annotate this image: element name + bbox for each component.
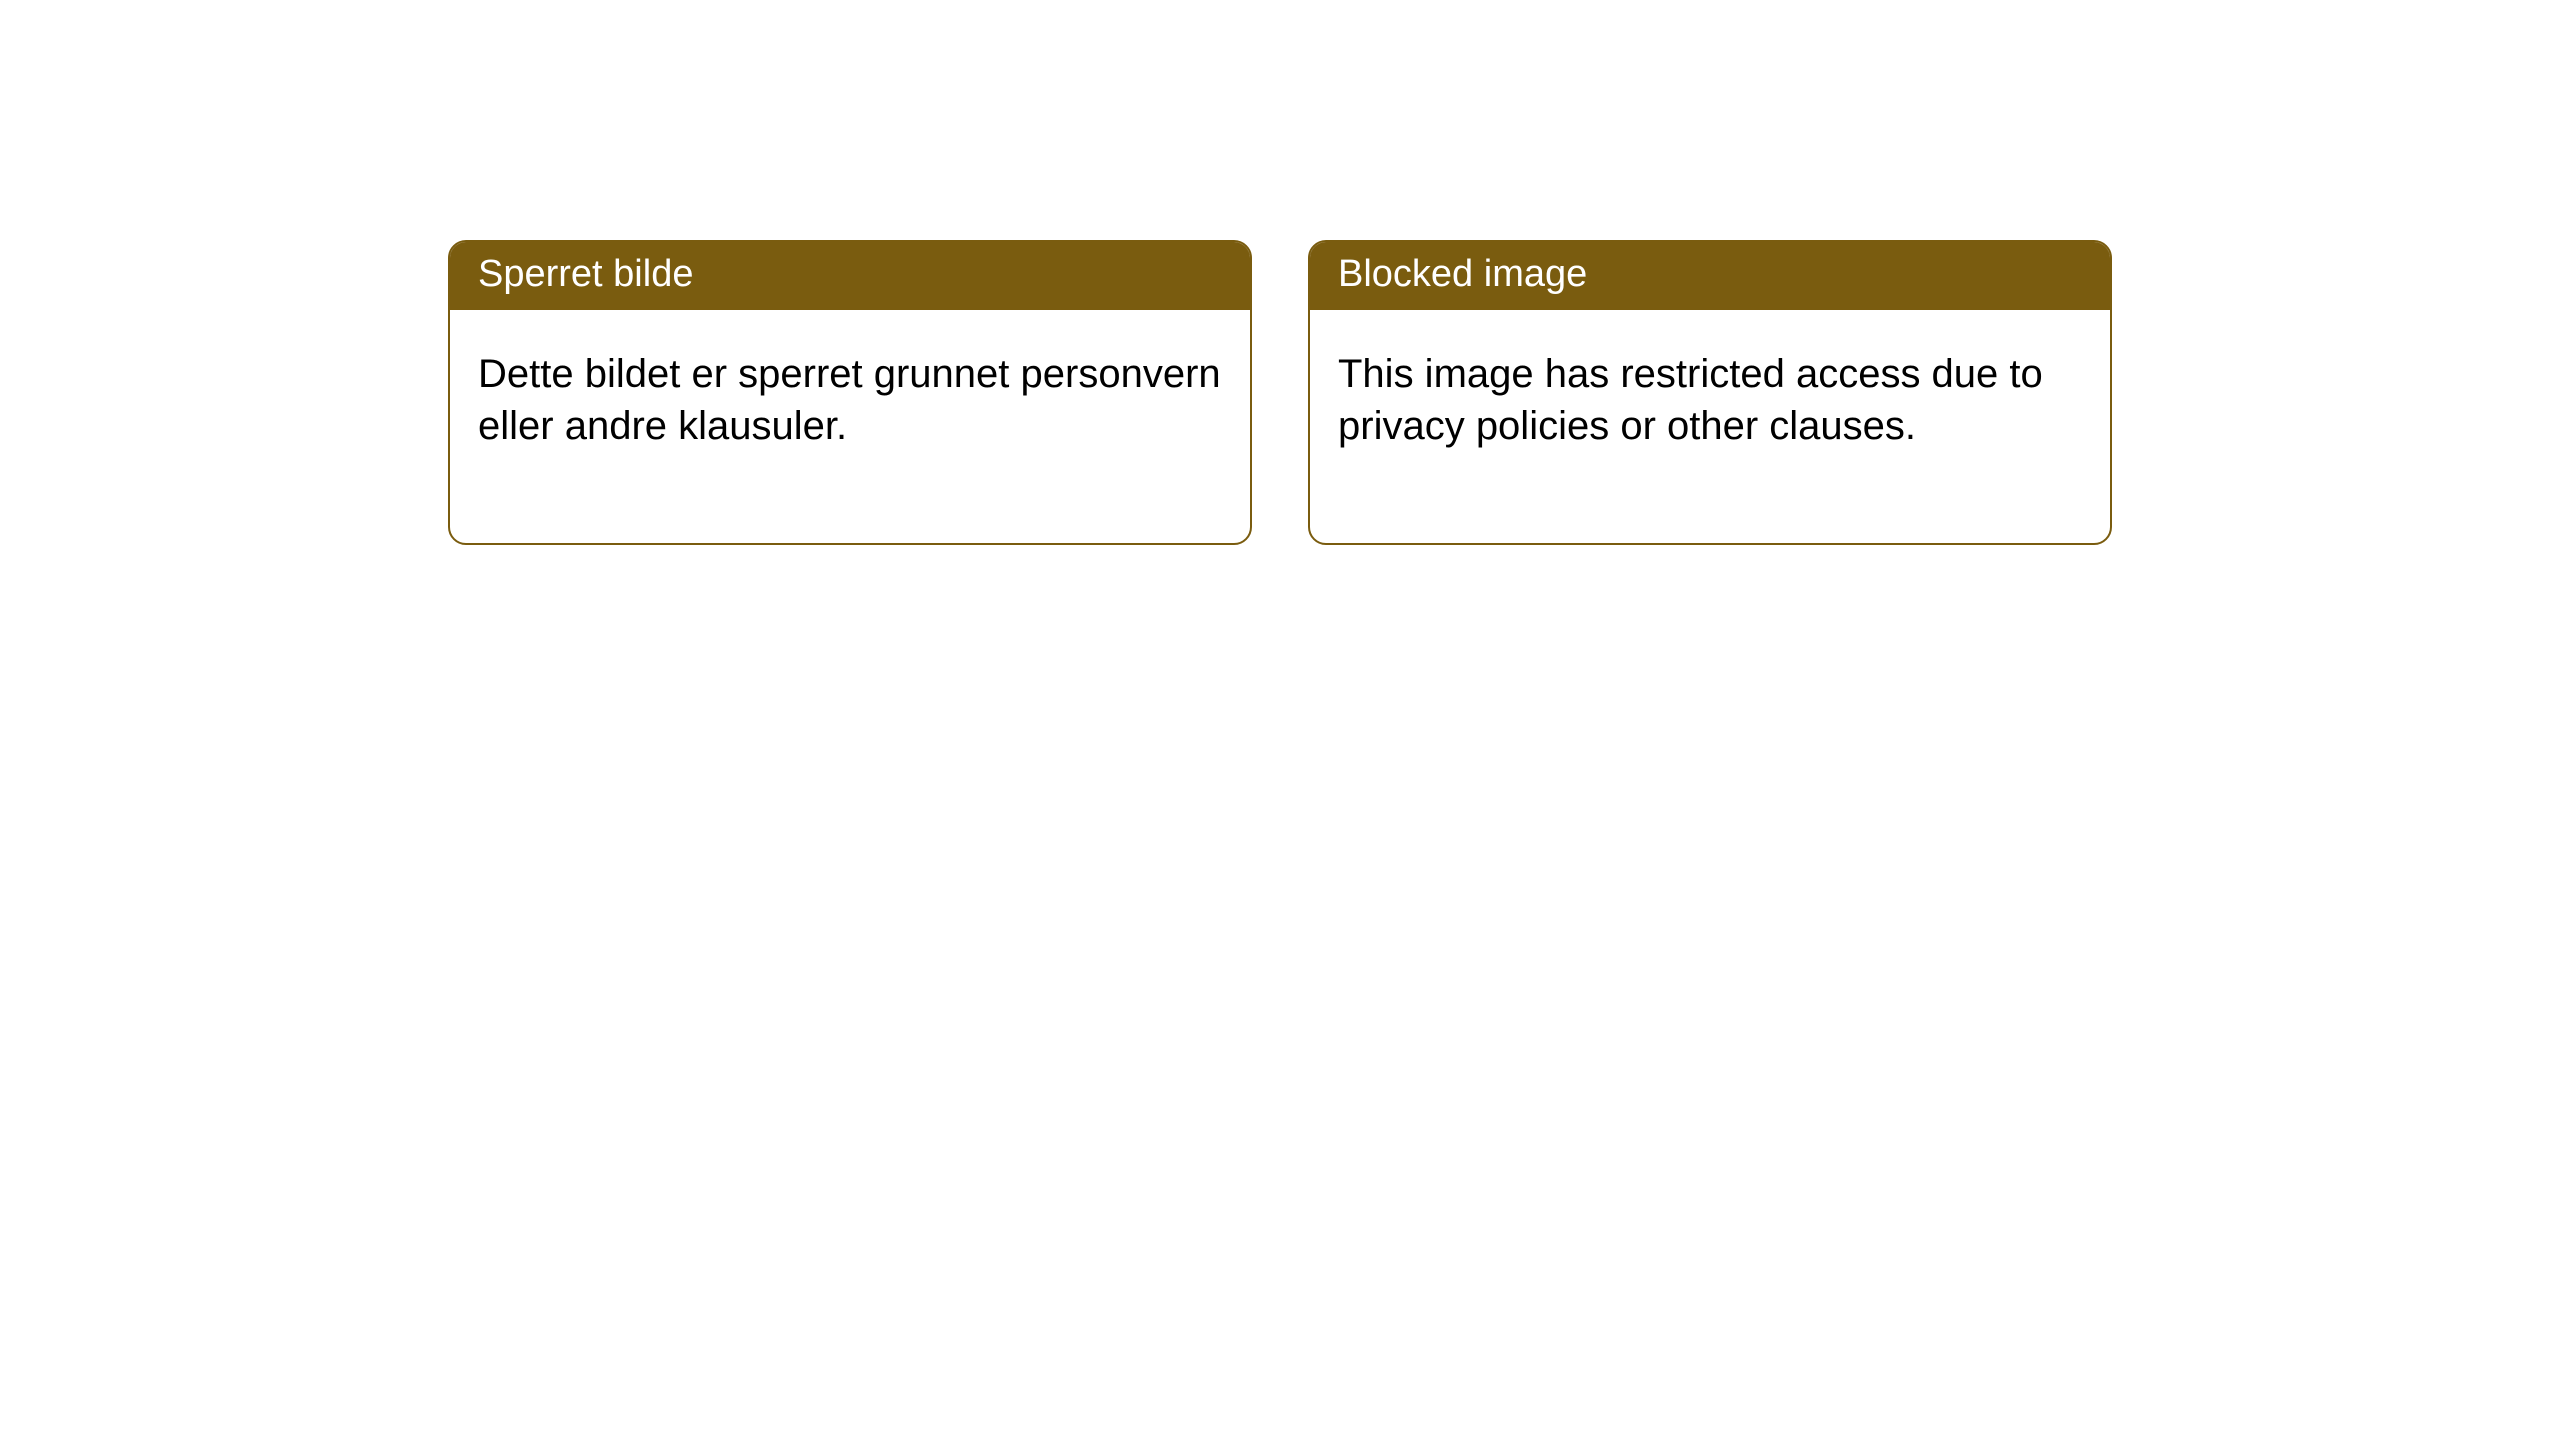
notice-title-no: Sperret bilde <box>450 242 1250 310</box>
notice-container: Sperret bilde Dette bildet er sperret gr… <box>0 0 2560 545</box>
notice-body-en: This image has restricted access due to … <box>1310 310 2110 544</box>
notice-title-en: Blocked image <box>1310 242 2110 310</box>
notice-card-en: Blocked image This image has restricted … <box>1308 240 2112 545</box>
notice-body-no: Dette bildet er sperret grunnet personve… <box>450 310 1250 544</box>
notice-card-no: Sperret bilde Dette bildet er sperret gr… <box>448 240 1252 545</box>
